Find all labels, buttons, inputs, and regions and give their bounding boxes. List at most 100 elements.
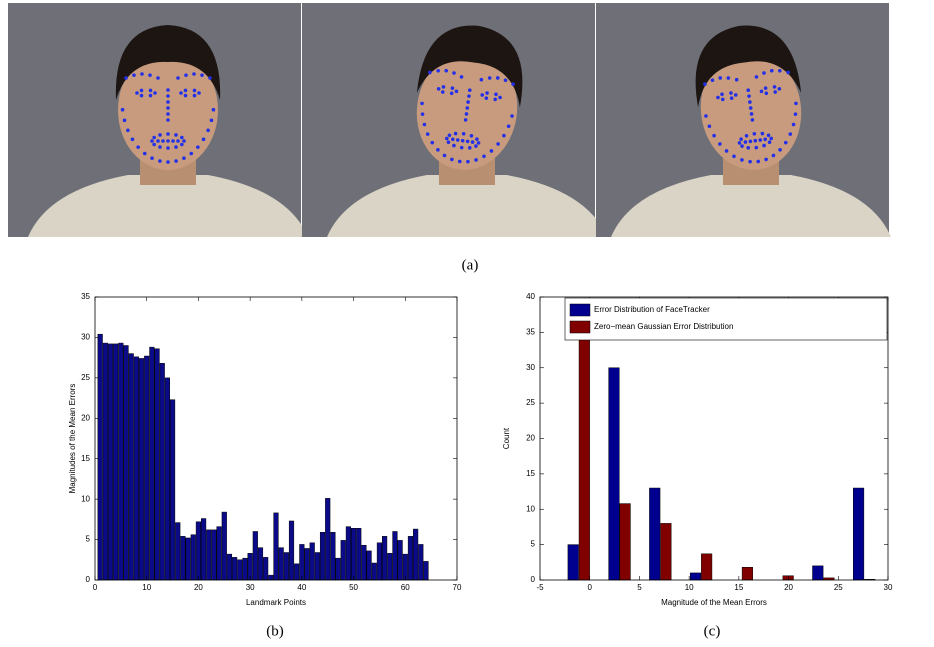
- y-tick-label: 15: [526, 469, 535, 478]
- landmark-dot: [450, 157, 454, 162]
- landmark-dot: [783, 140, 788, 145]
- x-tick-label: 10: [142, 583, 151, 592]
- landmark-dot: [183, 88, 188, 93]
- landmark-dot: [420, 101, 424, 106]
- bar: [423, 561, 429, 581]
- x-axis-label: Landmark Points: [246, 598, 306, 607]
- landmark-dot: [156, 139, 160, 143]
- x-tick-label: -5: [536, 583, 544, 592]
- landmark-dot: [182, 139, 186, 143]
- landmark-dot: [166, 139, 170, 143]
- bar: [273, 512, 279, 581]
- caption: (b): [266, 623, 284, 639]
- landmark-dot: [467, 146, 472, 150]
- bar: [232, 557, 238, 581]
- landmark-dot: [773, 90, 778, 94]
- bar: [356, 528, 362, 581]
- x-tick-label: 15: [734, 583, 743, 592]
- landmark-dot: [764, 157, 768, 162]
- y-tick-label: 25: [81, 373, 90, 382]
- shirt: [611, 175, 891, 237]
- bar: [113, 343, 119, 581]
- landmark-dot: [166, 112, 170, 116]
- bar: [107, 343, 114, 581]
- bar: [206, 529, 212, 581]
- landmark-dot: [425, 132, 430, 136]
- y-tick-label: 0: [531, 575, 536, 584]
- landmark-dot: [150, 156, 154, 160]
- landmark-dot: [461, 131, 466, 136]
- landmark-dot: [158, 145, 162, 149]
- landmark-dot: [753, 138, 758, 143]
- landmarks: [703, 68, 798, 164]
- landmark-dot: [754, 145, 759, 150]
- landmark-dot: [161, 139, 165, 143]
- landmark-dot: [763, 137, 768, 142]
- landmark-dot: [720, 97, 725, 102]
- landmark-dot: [496, 142, 500, 146]
- bar: [325, 498, 331, 581]
- landmark-dot: [454, 89, 459, 94]
- bar: [252, 531, 258, 581]
- bar: [812, 565, 824, 581]
- landmark-dot: [737, 141, 742, 145]
- landmark-dot: [444, 68, 449, 73]
- landmark-dot: [166, 146, 170, 150]
- landmark-dot: [463, 118, 468, 122]
- landmark-dot: [748, 106, 753, 110]
- landmark-dot: [200, 73, 204, 77]
- landmark-dot: [201, 137, 206, 142]
- landmark-dot: [189, 151, 194, 156]
- bar: [216, 526, 222, 581]
- landmark-dot: [493, 97, 498, 102]
- legend: Error Distribution of FaceTracker Zero−me…: [564, 297, 888, 341]
- shirt: [327, 175, 607, 237]
- axes-box: [94, 296, 458, 581]
- bar: [118, 342, 124, 581]
- landmark-dot: [748, 100, 752, 104]
- landmark-dot: [441, 85, 446, 89]
- y-tick-label: 20: [81, 413, 90, 422]
- landmark-dot: [748, 139, 753, 144]
- landmark-dot: [746, 88, 751, 92]
- landmark-dot: [485, 91, 489, 95]
- bar: [567, 544, 579, 581]
- landmark-dot: [166, 106, 170, 110]
- landmark-dot: [130, 137, 135, 142]
- landmark-dot: [464, 112, 469, 116]
- landmark-dot: [718, 76, 723, 80]
- landmark-dot: [754, 75, 759, 79]
- landmark-dot: [452, 71, 456, 75]
- landmark-dot: [771, 153, 776, 158]
- landmark-dot: [739, 137, 743, 141]
- landmark-dot: [148, 93, 153, 98]
- landmark-dot: [156, 76, 160, 80]
- landmark-dot: [428, 70, 432, 75]
- landmark-dot: [176, 76, 180, 80]
- bar: [361, 544, 367, 581]
- landmark-dot: [436, 87, 441, 91]
- bar: [314, 552, 320, 581]
- photo: [302, 3, 607, 237]
- landmark-dot: [503, 78, 508, 83]
- landmark-dot: [192, 93, 197, 98]
- bar: [283, 552, 289, 581]
- bar: [221, 511, 227, 581]
- landmark-dot: [445, 136, 449, 141]
- landmark-dot: [197, 91, 201, 95]
- x-tick-label: 5: [637, 583, 642, 592]
- landmark-dot: [763, 86, 768, 90]
- bar: [660, 523, 672, 581]
- landmark-dot: [152, 142, 156, 147]
- landmark-dot: [467, 94, 471, 98]
- landmark-dot: [476, 141, 481, 145]
- y-tick-label: 5: [531, 540, 536, 549]
- landmark-dot: [452, 143, 456, 148]
- landmark-dot: [171, 139, 175, 143]
- bar: [97, 333, 103, 581]
- bar: [294, 563, 300, 581]
- bar: [175, 522, 181, 581]
- landmark-dot: [135, 91, 139, 95]
- landmark-dot: [453, 131, 458, 136]
- y-tick-label: 35: [526, 327, 535, 336]
